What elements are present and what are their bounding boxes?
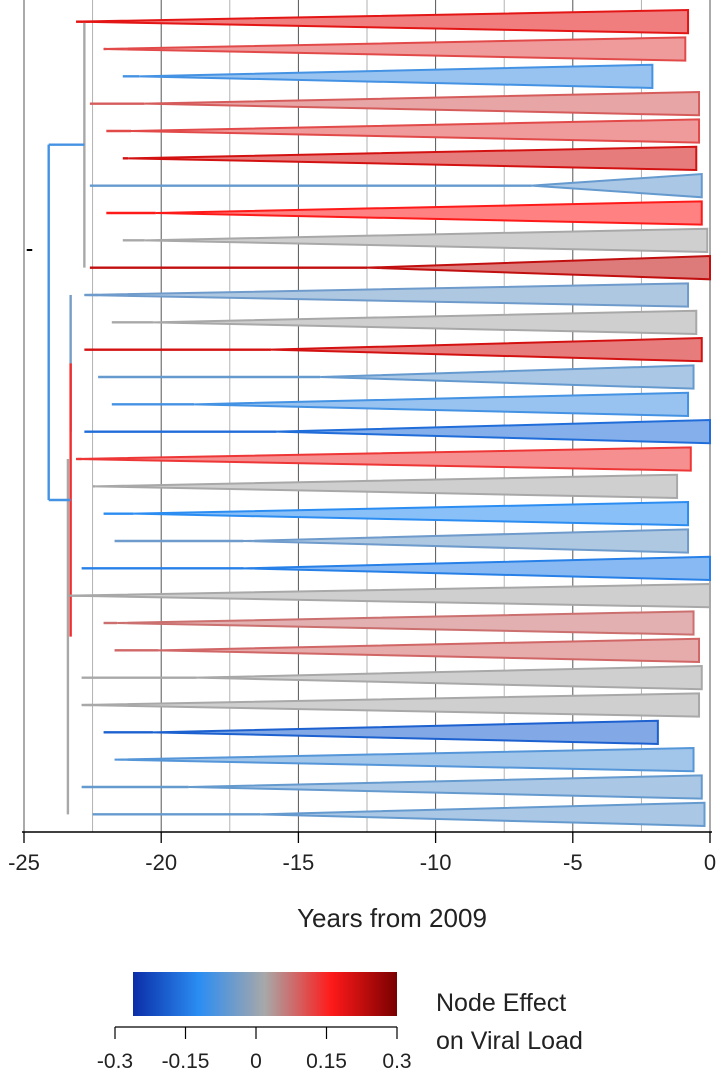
x-tick-label: -25 (8, 850, 40, 875)
colorbar-title-line2: on Viral Load (436, 1027, 583, 1055)
clade-triangle (276, 419, 711, 445)
clade-triangle (67, 583, 711, 609)
x-axis-label: Years from 2009 (297, 903, 487, 933)
clade-triangle (130, 118, 701, 144)
clade-triangle (531, 172, 703, 199)
clade-triangle (196, 665, 703, 691)
clade-triangle (95, 473, 679, 499)
clade-triangle (320, 364, 695, 390)
colorbar-tick-label: 0 (250, 1050, 262, 1073)
colorbar-tick-label: -0.15 (162, 1050, 210, 1073)
colorbar-ticks: -0.3 -0.15 0 0.15 0.3 (97, 1027, 412, 1073)
clade-triangle (158, 637, 701, 663)
grid-lines (23, 0, 711, 832)
colorbar-tick-label: -0.3 (97, 1050, 133, 1073)
clade-triangle (152, 719, 659, 745)
clade-triangle (76, 9, 690, 35)
clade-triangle (270, 337, 703, 363)
clade-triangle (194, 391, 690, 417)
tree-branches (26, 20, 532, 816)
clade-triangle (366, 255, 711, 281)
clade-triangle (243, 555, 711, 581)
clade-triangle (152, 309, 698, 335)
clade-triangle (243, 528, 690, 554)
x-tick-label: -20 (145, 850, 177, 875)
clade-triangle (144, 91, 701, 117)
clade-triangle (103, 36, 687, 62)
clade-triangle (144, 227, 709, 253)
clade-triangle (76, 446, 692, 472)
x-axis-ticks: -25 -20 -15 -10 -5 0 (8, 832, 716, 875)
x-tick-label: -10 (420, 850, 452, 875)
collapsed-clades (67, 9, 711, 827)
x-tick-label: 0 (704, 850, 716, 875)
clade-triangle (188, 774, 703, 800)
x-tick-label: -5 (563, 850, 583, 875)
x-tick-label: -15 (283, 850, 315, 875)
clade-triangle (117, 610, 695, 636)
clade-triangle (133, 501, 690, 527)
clade-triangle (155, 200, 703, 226)
colorbar-tick-label: 0.15 (306, 1050, 347, 1073)
clade-triangle (259, 801, 706, 827)
clade-triangle (81, 692, 701, 718)
colorbar (133, 972, 397, 1016)
clade-triangle (128, 145, 698, 171)
clade-triangle (114, 747, 695, 773)
colorbar-title-line1: Node Effect (436, 989, 566, 1017)
clade-triangle (139, 63, 654, 89)
colorbar-tick-label: 0.3 (382, 1050, 411, 1073)
clade-triangle (84, 282, 690, 308)
